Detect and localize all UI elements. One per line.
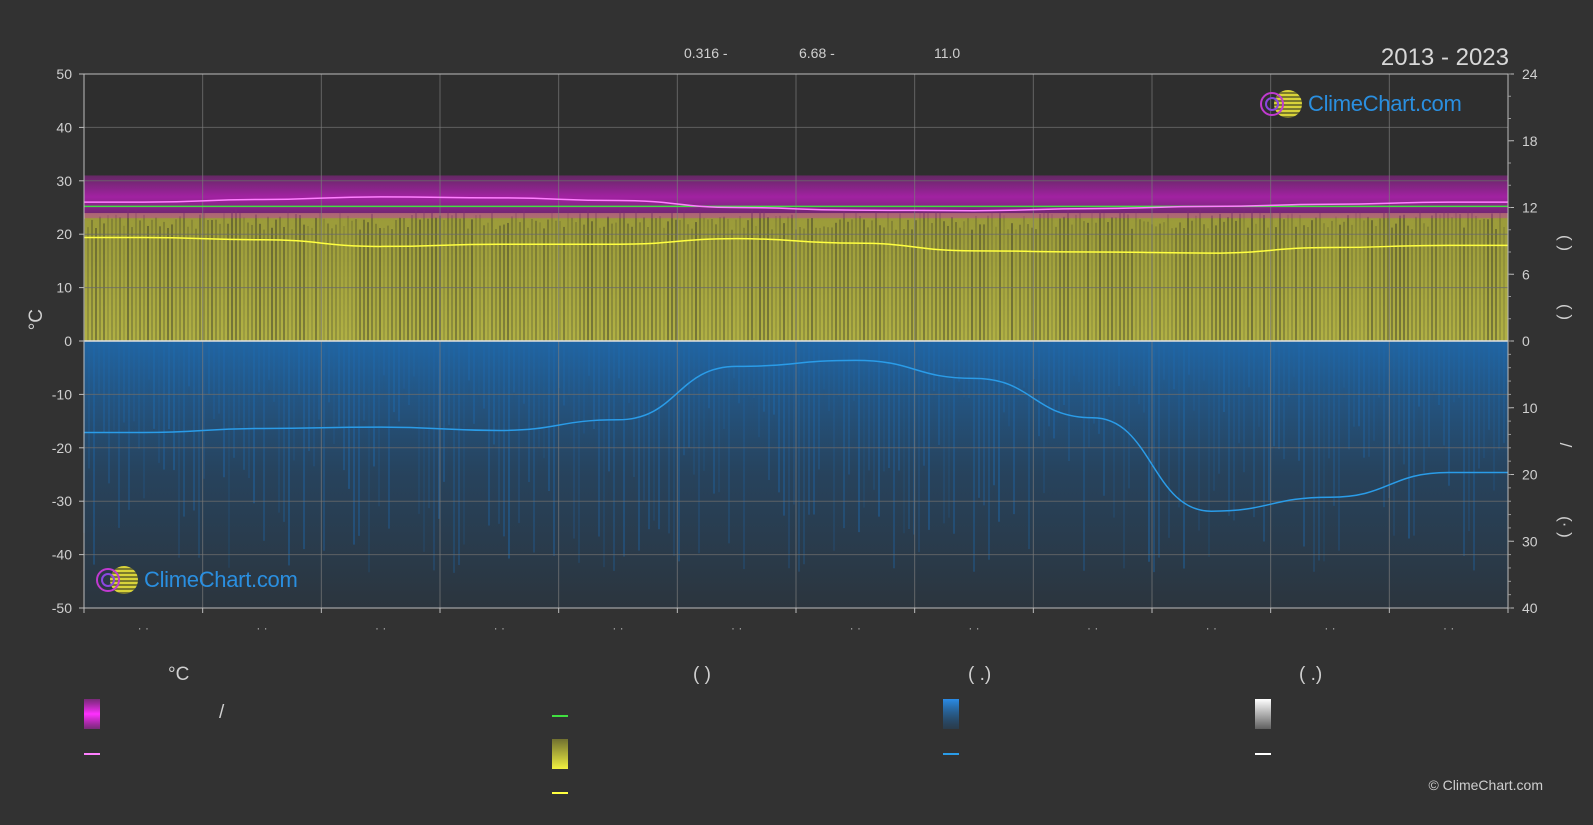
right-tick-label: 10: [1522, 400, 1538, 416]
x-tick-label: · ·: [138, 621, 149, 635]
legend-swatch-precip: [943, 699, 959, 729]
precipitation-line: [83, 359, 1508, 512]
temperature-line: [84, 196, 1508, 212]
legend-swatch-sunshine: [552, 739, 568, 769]
left-tick-label: 40: [56, 119, 72, 135]
right-tick-label: 0: [1522, 333, 1530, 349]
x-tick-label: · ·: [612, 621, 623, 635]
legend-heading-snow: ( .): [1299, 664, 1323, 685]
x-tick-label: · ·: [1443, 621, 1454, 635]
right-tick-label: 30: [1522, 533, 1538, 549]
legend-heading-sun: ( ): [693, 664, 711, 685]
left-tick-label: -30: [52, 493, 72, 509]
right-axis-label: /: [1556, 443, 1575, 448]
legend-heading-rain: ( .): [968, 664, 992, 685]
left-tick-label: 30: [56, 173, 72, 189]
logo-ring-icon: [96, 568, 120, 592]
left-tick-label: -50: [52, 600, 72, 616]
x-tick-label: · ·: [375, 621, 386, 635]
legend-swatch-snow: [1255, 699, 1271, 729]
left-axis-label: °C: [26, 309, 47, 330]
copyright: © ClimeChart.com: [1428, 777, 1543, 793]
left-tick-label: 0: [64, 333, 72, 349]
right-axis-label: ( ): [1556, 304, 1575, 320]
left-tick-label: 20: [56, 226, 72, 242]
right-tick-label: 18: [1522, 133, 1538, 149]
right-tick-label: 6: [1522, 266, 1530, 282]
x-tick-label: · ·: [1087, 621, 1098, 635]
logo-text: ClimeChart.com: [1308, 91, 1462, 116]
x-tick-label: · ·: [1206, 621, 1217, 635]
right-axis-label: (· ): [1556, 516, 1575, 538]
header-value-3: 11.0: [934, 45, 961, 61]
x-tick-label: · ·: [850, 621, 861, 635]
x-tick-label: · ·: [494, 621, 505, 635]
x-tick-label: · ·: [968, 621, 979, 635]
right-tick-label: 24: [1522, 66, 1538, 82]
header-value-1: 0.316 -: [684, 45, 728, 61]
left-tick-label: -40: [52, 547, 72, 563]
legend-slash: /: [219, 702, 225, 723]
period-label: 2013 - 2023: [1380, 44, 1509, 71]
legend-swatch-max-temp: [84, 699, 100, 729]
logo-top: ClimeChart.com: [1260, 90, 1462, 118]
sunshine-line: [84, 236, 1508, 254]
legend-heading-temperature: °C: [168, 664, 190, 685]
logo-bottom: ClimeChart.com: [96, 566, 298, 594]
x-tick-label: · ·: [1324, 621, 1335, 635]
left-tick-label: -20: [52, 440, 72, 456]
logo-ring-icon: [1260, 92, 1284, 116]
logo-text: ClimeChart.com: [144, 567, 298, 592]
right-tick-label: 40: [1522, 600, 1538, 616]
left-tick-label: 50: [56, 66, 72, 82]
right-tick-label: 12: [1522, 200, 1538, 216]
x-tick-label: · ·: [256, 621, 267, 635]
left-tick-label: 10: [56, 280, 72, 296]
right-axis-label: ( ): [1556, 235, 1575, 251]
header-value-2: 6.68 -: [799, 45, 835, 61]
right-tick-label: 20: [1522, 467, 1538, 483]
x-tick-label: · ·: [731, 621, 742, 635]
left-tick-label: -10: [52, 386, 72, 402]
